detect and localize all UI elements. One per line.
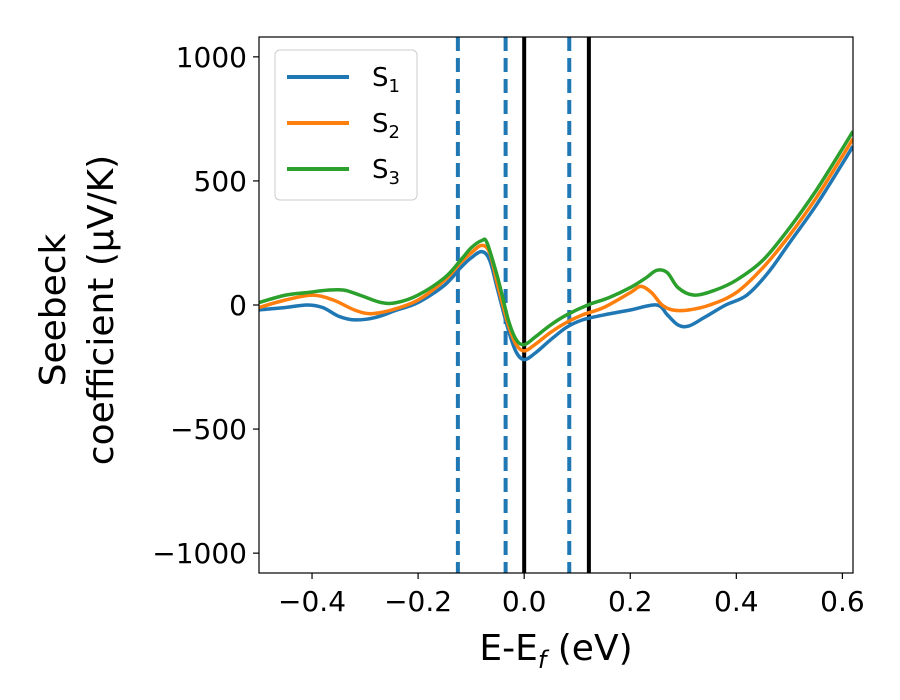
x-tick-label: −0.4 <box>278 585 346 618</box>
x-tick-label: −0.2 <box>384 585 452 618</box>
series-line-s3 <box>259 130 853 347</box>
x-tick-label: 0.0 <box>502 585 547 618</box>
y-axis: −1000 −500 0 500 1000 <box>152 41 259 570</box>
legend-label-s1: S1 <box>372 63 400 97</box>
y-tick-label: −1000 <box>152 537 247 570</box>
y-axis-title: Seebeck coefficient (μV/K) <box>33 155 122 465</box>
y-axis-title-line1: Seebeck <box>33 233 74 386</box>
legend-label-s2: S2 <box>372 109 400 143</box>
x-axis: −0.4 −0.2 0.0 0.2 0.4 0.6 <box>278 573 865 618</box>
y-tick-label: 0 <box>229 289 247 322</box>
series-line-s2 <box>259 137 853 353</box>
x-tick-label: 0.2 <box>608 585 653 618</box>
series-line-s1 <box>259 145 853 362</box>
legend: S1 S2 S3 <box>274 49 418 201</box>
y-tick-label: 500 <box>194 165 247 198</box>
y-axis-title-line2: coefficient (μV/K) <box>81 155 122 465</box>
legend-label-s3: S3 <box>372 155 400 189</box>
x-axis-title: E-Ef (eV) <box>479 628 632 674</box>
x-tick-label: 0.4 <box>714 585 759 618</box>
y-tick-label: −500 <box>170 413 247 446</box>
series-lines <box>259 130 853 362</box>
x-tick-label: 0.6 <box>820 585 865 618</box>
y-tick-label: 1000 <box>176 41 247 74</box>
